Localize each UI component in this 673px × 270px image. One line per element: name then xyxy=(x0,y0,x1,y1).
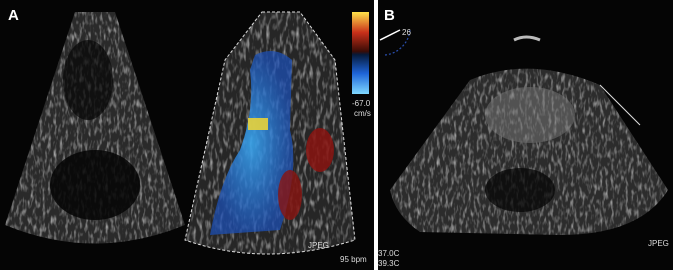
structure xyxy=(485,87,575,143)
doppler-flow xyxy=(306,128,334,172)
panel-b: B 26 JPEG 37.0C 39.3C xyxy=(378,0,673,270)
probe-mark xyxy=(513,35,541,42)
color-scale xyxy=(352,12,369,94)
speckle xyxy=(5,12,185,244)
chamber xyxy=(485,168,555,212)
chamber xyxy=(63,40,113,120)
watermark: JPEG xyxy=(648,239,669,248)
panel-label: B xyxy=(384,7,395,24)
panel-a: A -67.0 cm/s 95 bpm JPEG xyxy=(0,0,374,270)
angle: 26 xyxy=(402,28,411,37)
panel-label: A xyxy=(8,7,19,24)
temperature: 39.3C xyxy=(378,259,400,268)
doppler-flow xyxy=(278,170,302,220)
doppler-flow xyxy=(210,51,294,235)
scale-min-label: -67.0 xyxy=(352,99,371,108)
watermark: JPEG xyxy=(308,241,329,250)
doppler-flow xyxy=(248,118,268,130)
heart-rate: 95 bpm xyxy=(340,255,367,264)
temperature: 37.0C xyxy=(378,249,400,258)
scale-unit: cm/s xyxy=(354,109,371,118)
angle-indicator xyxy=(379,29,401,41)
chamber xyxy=(50,150,140,220)
caliper xyxy=(599,84,641,126)
speckle xyxy=(390,68,668,236)
